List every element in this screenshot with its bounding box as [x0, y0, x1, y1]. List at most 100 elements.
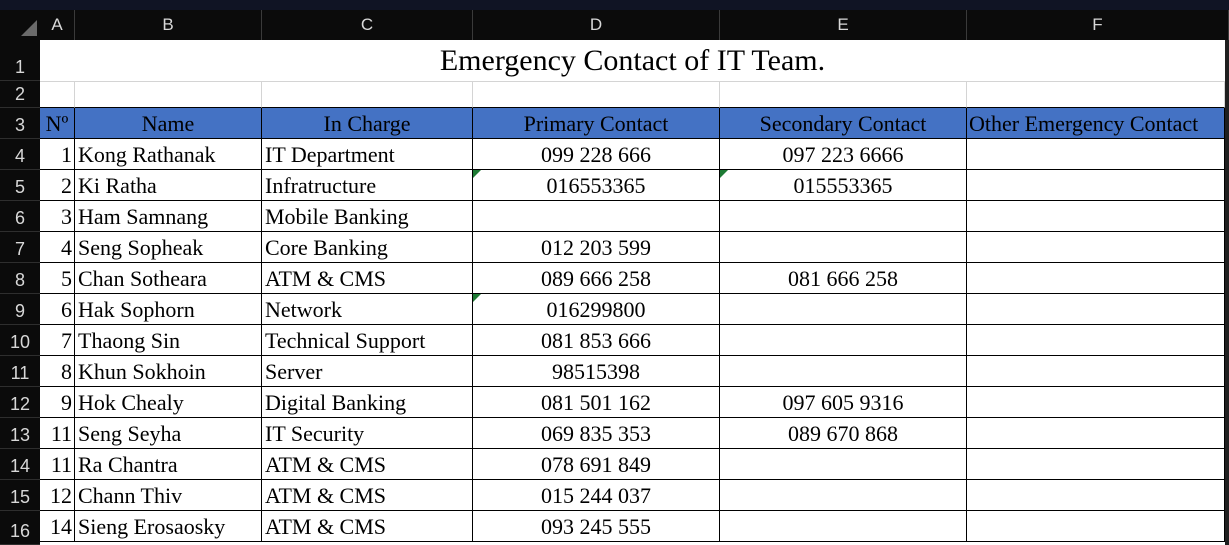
cell-other-contact[interactable]	[967, 511, 1225, 542]
cell-other-contact[interactable]	[967, 387, 1225, 418]
cell-other-contact[interactable]	[967, 139, 1225, 170]
cell-name[interactable]: Seng Sopheak	[75, 232, 262, 263]
cell-secondary-contact[interactable]	[720, 201, 967, 232]
cell-other-contact[interactable]	[967, 325, 1225, 356]
cell-no[interactable]: 14	[40, 511, 75, 542]
cell-in-charge[interactable]: ATM & CMS	[262, 511, 473, 542]
cell-no[interactable]: 4	[40, 232, 75, 263]
row-header-3[interactable]: 3	[0, 108, 40, 139]
cell-other-contact[interactable]	[967, 232, 1225, 263]
row-header-15[interactable]: 15	[0, 480, 40, 511]
cell-secondary-contact[interactable]	[720, 294, 967, 325]
cell-other-contact[interactable]	[967, 201, 1225, 232]
cell-in-charge[interactable]: Network	[262, 294, 473, 325]
column-header-c[interactable]: C	[262, 10, 473, 40]
cell[interactable]	[75, 81, 262, 108]
cell-in-charge[interactable]: Technical Support	[262, 325, 473, 356]
cell-no[interactable]: 8	[40, 356, 75, 387]
cell-secondary-contact[interactable]: 015553365	[720, 170, 967, 201]
cell-no[interactable]: 3	[40, 201, 75, 232]
cell-secondary-contact[interactable]: 097 605 9316	[720, 387, 967, 418]
cell-in-charge[interactable]: ATM & CMS	[262, 449, 473, 480]
cell-primary-contact[interactable]: 016553365	[473, 170, 720, 201]
row-header-13[interactable]: 13	[0, 418, 40, 449]
cell-other-contact[interactable]	[967, 356, 1225, 387]
row-header-9[interactable]: 9	[0, 294, 40, 325]
cell-primary-contact[interactable]: 093 245 555	[473, 511, 720, 542]
cell-other-contact[interactable]	[967, 418, 1225, 449]
cell-no[interactable]: 9	[40, 387, 75, 418]
cell-name[interactable]: Ra Chantra	[75, 449, 262, 480]
header-secondary-contact[interactable]: Secondary Contact	[720, 108, 967, 139]
cell-name[interactable]: Kong Rathanak	[75, 139, 262, 170]
row-header-5[interactable]: 5	[0, 170, 40, 201]
cell-name[interactable]: Seng Seyha	[75, 418, 262, 449]
cell-primary-contact[interactable]: 078 691 849	[473, 449, 720, 480]
cell-no[interactable]: 12	[40, 480, 75, 511]
cell-secondary-contact[interactable]	[720, 511, 967, 542]
cell-name[interactable]: Chan Sotheara	[75, 263, 262, 294]
cell[interactable]	[40, 81, 75, 108]
header-name[interactable]: Name	[75, 108, 262, 139]
row-header-1[interactable]: 1	[0, 40, 40, 81]
cell-no[interactable]: 7	[40, 325, 75, 356]
cell-secondary-contact[interactable]	[720, 449, 967, 480]
cell-no[interactable]: 1	[40, 139, 75, 170]
select-all-corner[interactable]	[0, 10, 40, 40]
row-header-8[interactable]: 8	[0, 263, 40, 294]
cell[interactable]	[720, 81, 967, 108]
cell-in-charge[interactable]: IT Department	[262, 139, 473, 170]
row-header-4[interactable]: 4	[0, 139, 40, 170]
cell-in-charge[interactable]: Mobile Banking	[262, 201, 473, 232]
row-header-7[interactable]: 7	[0, 232, 40, 263]
cell-other-contact[interactable]	[967, 449, 1225, 480]
cell[interactable]	[262, 81, 473, 108]
worksheet-grid[interactable]: Emergency Contact of IT Team. Nº Name In…	[40, 40, 1229, 545]
cell[interactable]	[473, 81, 720, 108]
cell-in-charge[interactable]: Core Banking	[262, 232, 473, 263]
cell-name[interactable]: Ki Ratha	[75, 170, 262, 201]
cell-no[interactable]: 11	[40, 449, 75, 480]
cell-no[interactable]: 11	[40, 418, 75, 449]
cell-primary-contact[interactable]	[473, 201, 720, 232]
column-header-b[interactable]: B	[75, 10, 262, 40]
row-header-16[interactable]: 16	[0, 511, 40, 545]
cell-primary-contact[interactable]: 016299800	[473, 294, 720, 325]
column-header-d[interactable]: D	[473, 10, 720, 40]
cell-no[interactable]: 5	[40, 263, 75, 294]
cell-other-contact[interactable]	[967, 263, 1225, 294]
cell-primary-contact[interactable]: 081 501 162	[473, 387, 720, 418]
row-header-12[interactable]: 12	[0, 387, 40, 418]
cell-name[interactable]: Hak Sophorn	[75, 294, 262, 325]
cell-name[interactable]: Ham Samnang	[75, 201, 262, 232]
cell-primary-contact[interactable]: 012 203 599	[473, 232, 720, 263]
cell-name[interactable]: Sieng Erosaosky	[75, 511, 262, 542]
cell-in-charge[interactable]: Infratructure	[262, 170, 473, 201]
column-header-f[interactable]: F	[967, 10, 1229, 40]
cell-secondary-contact[interactable]: 097 223 6666	[720, 139, 967, 170]
cell-primary-contact[interactable]: 015 244 037	[473, 480, 720, 511]
cell-in-charge[interactable]: ATM & CMS	[262, 263, 473, 294]
row-header-6[interactable]: 6	[0, 201, 40, 232]
header-primary-contact[interactable]: Primary Contact	[473, 108, 720, 139]
cell-primary-contact[interactable]: 069 835 353	[473, 418, 720, 449]
cell-other-contact[interactable]	[967, 294, 1225, 325]
cell-name[interactable]: Chann Thiv	[75, 480, 262, 511]
row-header-10[interactable]: 10	[0, 325, 40, 356]
sheet-title[interactable]: Emergency Contact of IT Team.	[40, 40, 1225, 82]
cell-primary-contact[interactable]: 089 666 258	[473, 263, 720, 294]
cell-name[interactable]: Khun Sokhoin	[75, 356, 262, 387]
cell-other-contact[interactable]	[967, 480, 1225, 511]
cell-secondary-contact[interactable]	[720, 325, 967, 356]
cell-in-charge[interactable]: IT Security	[262, 418, 473, 449]
cell-in-charge[interactable]: Digital Banking	[262, 387, 473, 418]
cell-secondary-contact[interactable]	[720, 480, 967, 511]
cell-in-charge[interactable]: ATM & CMS	[262, 480, 473, 511]
cell-primary-contact[interactable]: 099 228 666	[473, 139, 720, 170]
row-header-14[interactable]: 14	[0, 449, 40, 480]
cell-name[interactable]: Thaong Sin	[75, 325, 262, 356]
cell-secondary-contact[interactable]: 089 670 868	[720, 418, 967, 449]
header-other-emergency-contact[interactable]: Other Emergency Contact	[967, 108, 1225, 139]
cell[interactable]	[967, 81, 1225, 108]
header-no[interactable]: Nº	[40, 108, 75, 139]
